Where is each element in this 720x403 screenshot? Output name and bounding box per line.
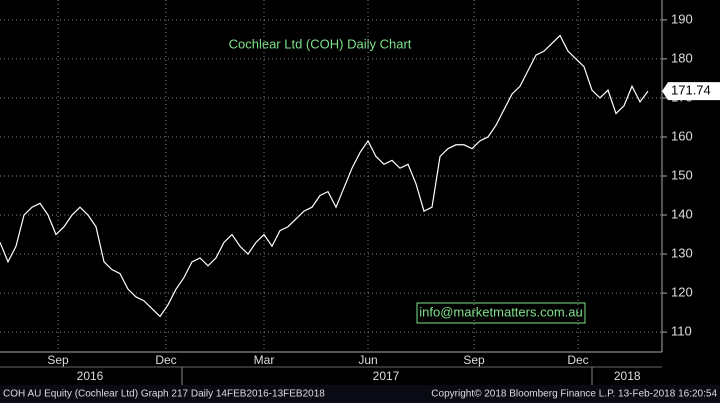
watermark: info@marketmatters.com.au	[419, 304, 582, 319]
x-tick-label: Dec	[567, 353, 588, 367]
y-tick-label: 160	[671, 128, 693, 143]
x-tick-label: Mar	[254, 353, 275, 367]
chart-title: Cochlear Ltd (COH) Daily Chart	[229, 36, 412, 51]
y-tick-label: 180	[671, 50, 693, 65]
x-tick-label: Dec	[155, 353, 176, 367]
y-tick-label: 190	[671, 11, 693, 26]
year-label: 2017	[373, 369, 400, 383]
year-label: 2018	[614, 369, 641, 383]
footer-bar	[0, 385, 720, 403]
price-line	[0, 34, 649, 318]
footer-right: Copyright© 2018 Bloomberg Finance L.P. 1…	[431, 389, 717, 400]
y-tick-label: 140	[671, 206, 693, 221]
last-price-label: 171.74	[671, 83, 711, 98]
y-tick-label: 120	[671, 285, 693, 300]
x-tick-label: Jun	[358, 353, 377, 367]
year-label: 2016	[77, 369, 104, 383]
watermark-box	[416, 302, 586, 324]
last-price-marker	[662, 82, 720, 101]
footer-left: COH AU Equity (Cochlear Ltd) Graph 217 D…	[3, 389, 325, 400]
y-tick-label: 110	[671, 324, 692, 339]
x-tick-label: Sep	[47, 353, 69, 367]
y-tick-label: 150	[671, 167, 693, 182]
y-tick-label: 130	[671, 245, 693, 260]
x-tick-label: Sep	[463, 353, 485, 367]
